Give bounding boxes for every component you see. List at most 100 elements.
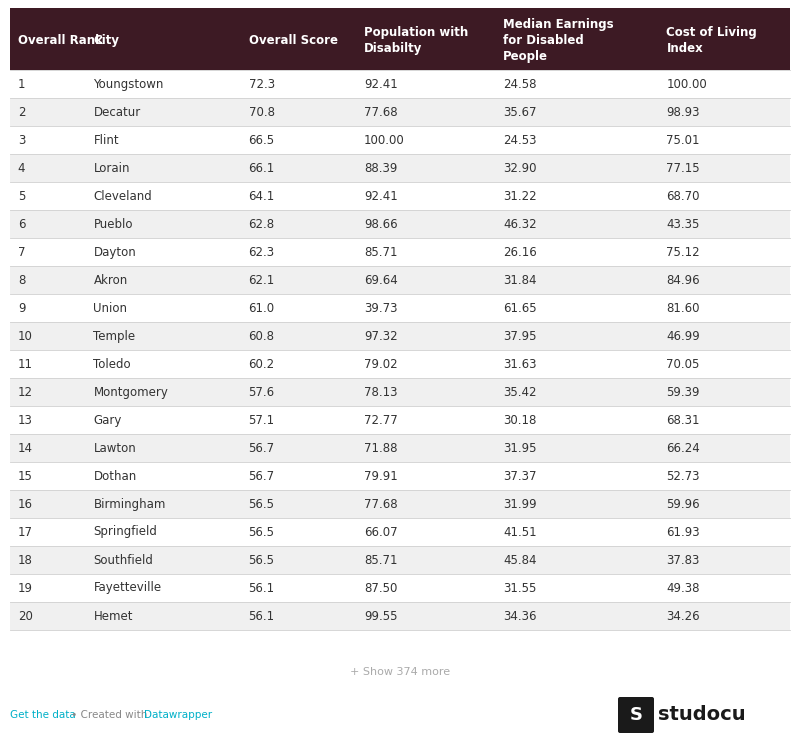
Text: 31.63: 31.63: [503, 357, 537, 370]
Text: 56.1: 56.1: [249, 581, 274, 595]
Text: 56.5: 56.5: [249, 526, 274, 539]
Text: 68.70: 68.70: [666, 190, 700, 203]
Bar: [10, 154, 790, 182]
Text: 56.5: 56.5: [249, 553, 274, 567]
Text: 62.8: 62.8: [249, 218, 274, 231]
Text: Youngstown: Youngstown: [94, 77, 164, 90]
Text: 20: 20: [18, 609, 33, 623]
Bar: [10, 70, 790, 98]
Text: 85.71: 85.71: [364, 245, 398, 259]
Text: + Show 374 more: + Show 374 more: [350, 667, 450, 677]
Text: 32.90: 32.90: [503, 162, 537, 174]
Text: 35.42: 35.42: [503, 385, 537, 398]
Text: Get the data: Get the data: [10, 710, 76, 720]
Text: Montgomery: Montgomery: [94, 385, 168, 398]
Text: Flint: Flint: [94, 134, 119, 146]
Bar: [10, 406, 790, 434]
Text: 100.00: 100.00: [666, 77, 707, 90]
Text: 60.8: 60.8: [249, 329, 274, 343]
Text: 24.53: 24.53: [503, 134, 537, 146]
Text: 98.66: 98.66: [364, 218, 398, 231]
Bar: [10, 238, 790, 266]
Text: • Created with: • Created with: [68, 710, 150, 720]
Text: 84.96: 84.96: [666, 273, 700, 287]
Bar: [10, 210, 790, 238]
Text: Cost of Living
Index: Cost of Living Index: [666, 26, 758, 54]
Text: 11: 11: [18, 357, 33, 370]
Text: 31.22: 31.22: [503, 190, 537, 203]
Text: Population with
Disabilty: Population with Disabilty: [364, 26, 468, 54]
Text: 61.93: 61.93: [666, 526, 700, 539]
Text: 75.12: 75.12: [666, 245, 700, 259]
Text: Overall Rank: Overall Rank: [18, 34, 102, 47]
Text: 64.1: 64.1: [249, 190, 275, 203]
Text: 31.84: 31.84: [503, 273, 537, 287]
Text: 19: 19: [18, 581, 33, 595]
Text: Southfield: Southfield: [94, 553, 154, 567]
Bar: [10, 462, 790, 490]
Text: Union: Union: [94, 301, 127, 315]
Text: 57.1: 57.1: [249, 414, 274, 426]
Text: 70.8: 70.8: [249, 106, 274, 118]
Bar: [10, 266, 790, 294]
Text: 66.5: 66.5: [249, 134, 274, 146]
Text: 57.6: 57.6: [249, 385, 274, 398]
Text: 16: 16: [18, 498, 33, 511]
Text: 62.3: 62.3: [249, 245, 274, 259]
Text: 15: 15: [18, 470, 33, 482]
Text: 3: 3: [18, 134, 25, 146]
Text: 72.77: 72.77: [364, 414, 398, 426]
Text: 68.31: 68.31: [666, 414, 700, 426]
Text: 78.13: 78.13: [364, 385, 398, 398]
Text: 70.05: 70.05: [666, 357, 700, 370]
Text: Median Earnings
for Disabled
People: Median Earnings for Disabled People: [503, 18, 614, 62]
Text: 13: 13: [18, 414, 33, 426]
Bar: [10, 98, 790, 126]
Text: 18: 18: [18, 553, 33, 567]
Bar: [10, 434, 790, 462]
Bar: [10, 8, 790, 70]
Text: 2: 2: [18, 106, 26, 118]
Bar: [10, 546, 790, 574]
Text: 9: 9: [18, 301, 26, 315]
Bar: [10, 490, 790, 518]
Text: Birmingham: Birmingham: [94, 498, 166, 511]
Text: 17: 17: [18, 526, 33, 539]
Text: 45.84: 45.84: [503, 553, 537, 567]
Text: 97.32: 97.32: [364, 329, 398, 343]
Text: studocu: studocu: [658, 706, 746, 725]
Text: 56.5: 56.5: [249, 498, 274, 511]
Text: 1: 1: [18, 77, 26, 90]
Text: 24.58: 24.58: [503, 77, 537, 90]
Text: 30.18: 30.18: [503, 414, 537, 426]
Text: 56.1: 56.1: [249, 609, 274, 623]
Text: City: City: [94, 34, 119, 47]
Bar: [10, 378, 790, 406]
Text: 77.15: 77.15: [666, 162, 700, 174]
Text: Overall Score: Overall Score: [249, 34, 338, 47]
Text: 75.01: 75.01: [666, 134, 700, 146]
Text: Hemet: Hemet: [94, 609, 133, 623]
Text: 61.0: 61.0: [249, 301, 274, 315]
Text: 52.73: 52.73: [666, 470, 700, 482]
Text: 46.99: 46.99: [666, 329, 700, 343]
Text: 56.7: 56.7: [249, 470, 274, 482]
Text: Pueblo: Pueblo: [94, 218, 133, 231]
Bar: [10, 518, 790, 546]
Text: 8: 8: [18, 273, 25, 287]
Bar: [10, 350, 790, 378]
Text: 60.2: 60.2: [249, 357, 274, 370]
Text: 37.83: 37.83: [666, 553, 700, 567]
Text: Lawton: Lawton: [94, 442, 136, 454]
Text: Toledo: Toledo: [94, 357, 131, 370]
Bar: [10, 574, 790, 602]
Text: 6: 6: [18, 218, 26, 231]
Text: 66.24: 66.24: [666, 442, 700, 454]
Text: 72.3: 72.3: [249, 77, 274, 90]
Text: 85.71: 85.71: [364, 553, 398, 567]
Text: 39.73: 39.73: [364, 301, 398, 315]
Text: 77.68: 77.68: [364, 498, 398, 511]
Text: Akron: Akron: [94, 273, 128, 287]
Text: Fayetteville: Fayetteville: [94, 581, 162, 595]
Text: 37.95: 37.95: [503, 329, 537, 343]
